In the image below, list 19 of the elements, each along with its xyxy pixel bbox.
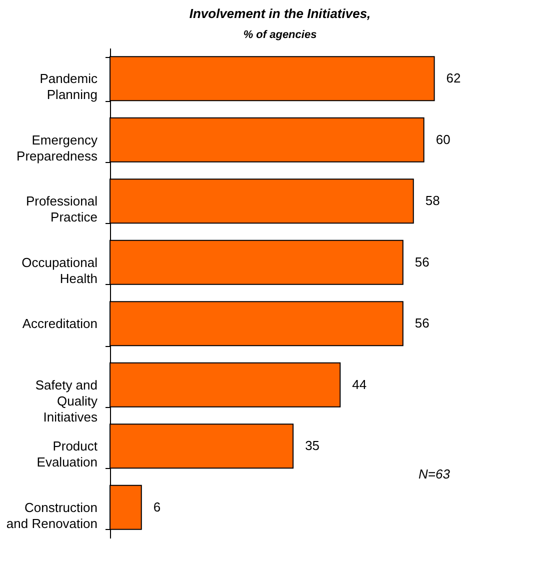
- y-tick-label: Product Evaluation: [36, 438, 98, 470]
- y-tick-label: Emergency Preparedness: [16, 132, 98, 164]
- data-label: 35: [305, 438, 320, 454]
- data-label: 62: [446, 70, 461, 86]
- y-tick-label: Accreditation: [22, 316, 98, 332]
- y-tick-label: Professional Practice: [26, 194, 98, 225]
- chart-subtitle: % of agencies: [243, 29, 317, 41]
- chart-title: Involvement in the Initiatives,: [189, 6, 371, 21]
- data-label: 56: [414, 254, 430, 270]
- data-label: 44: [352, 376, 367, 392]
- data-label: 56: [414, 316, 430, 331]
- annotation: N=63: [418, 466, 451, 482]
- data-label: 60: [436, 132, 450, 147]
- y-tick-label: Pandemic Planning: [40, 71, 98, 102]
- y-tick-label: Construction and Renovation: [6, 500, 98, 531]
- data-label: 58: [425, 193, 440, 208]
- data-label: 6: [153, 499, 161, 514]
- y-tick-label: Safety and Quality Initiatives: [35, 377, 98, 424]
- y-tick-label: Occupational Health: [22, 254, 98, 286]
